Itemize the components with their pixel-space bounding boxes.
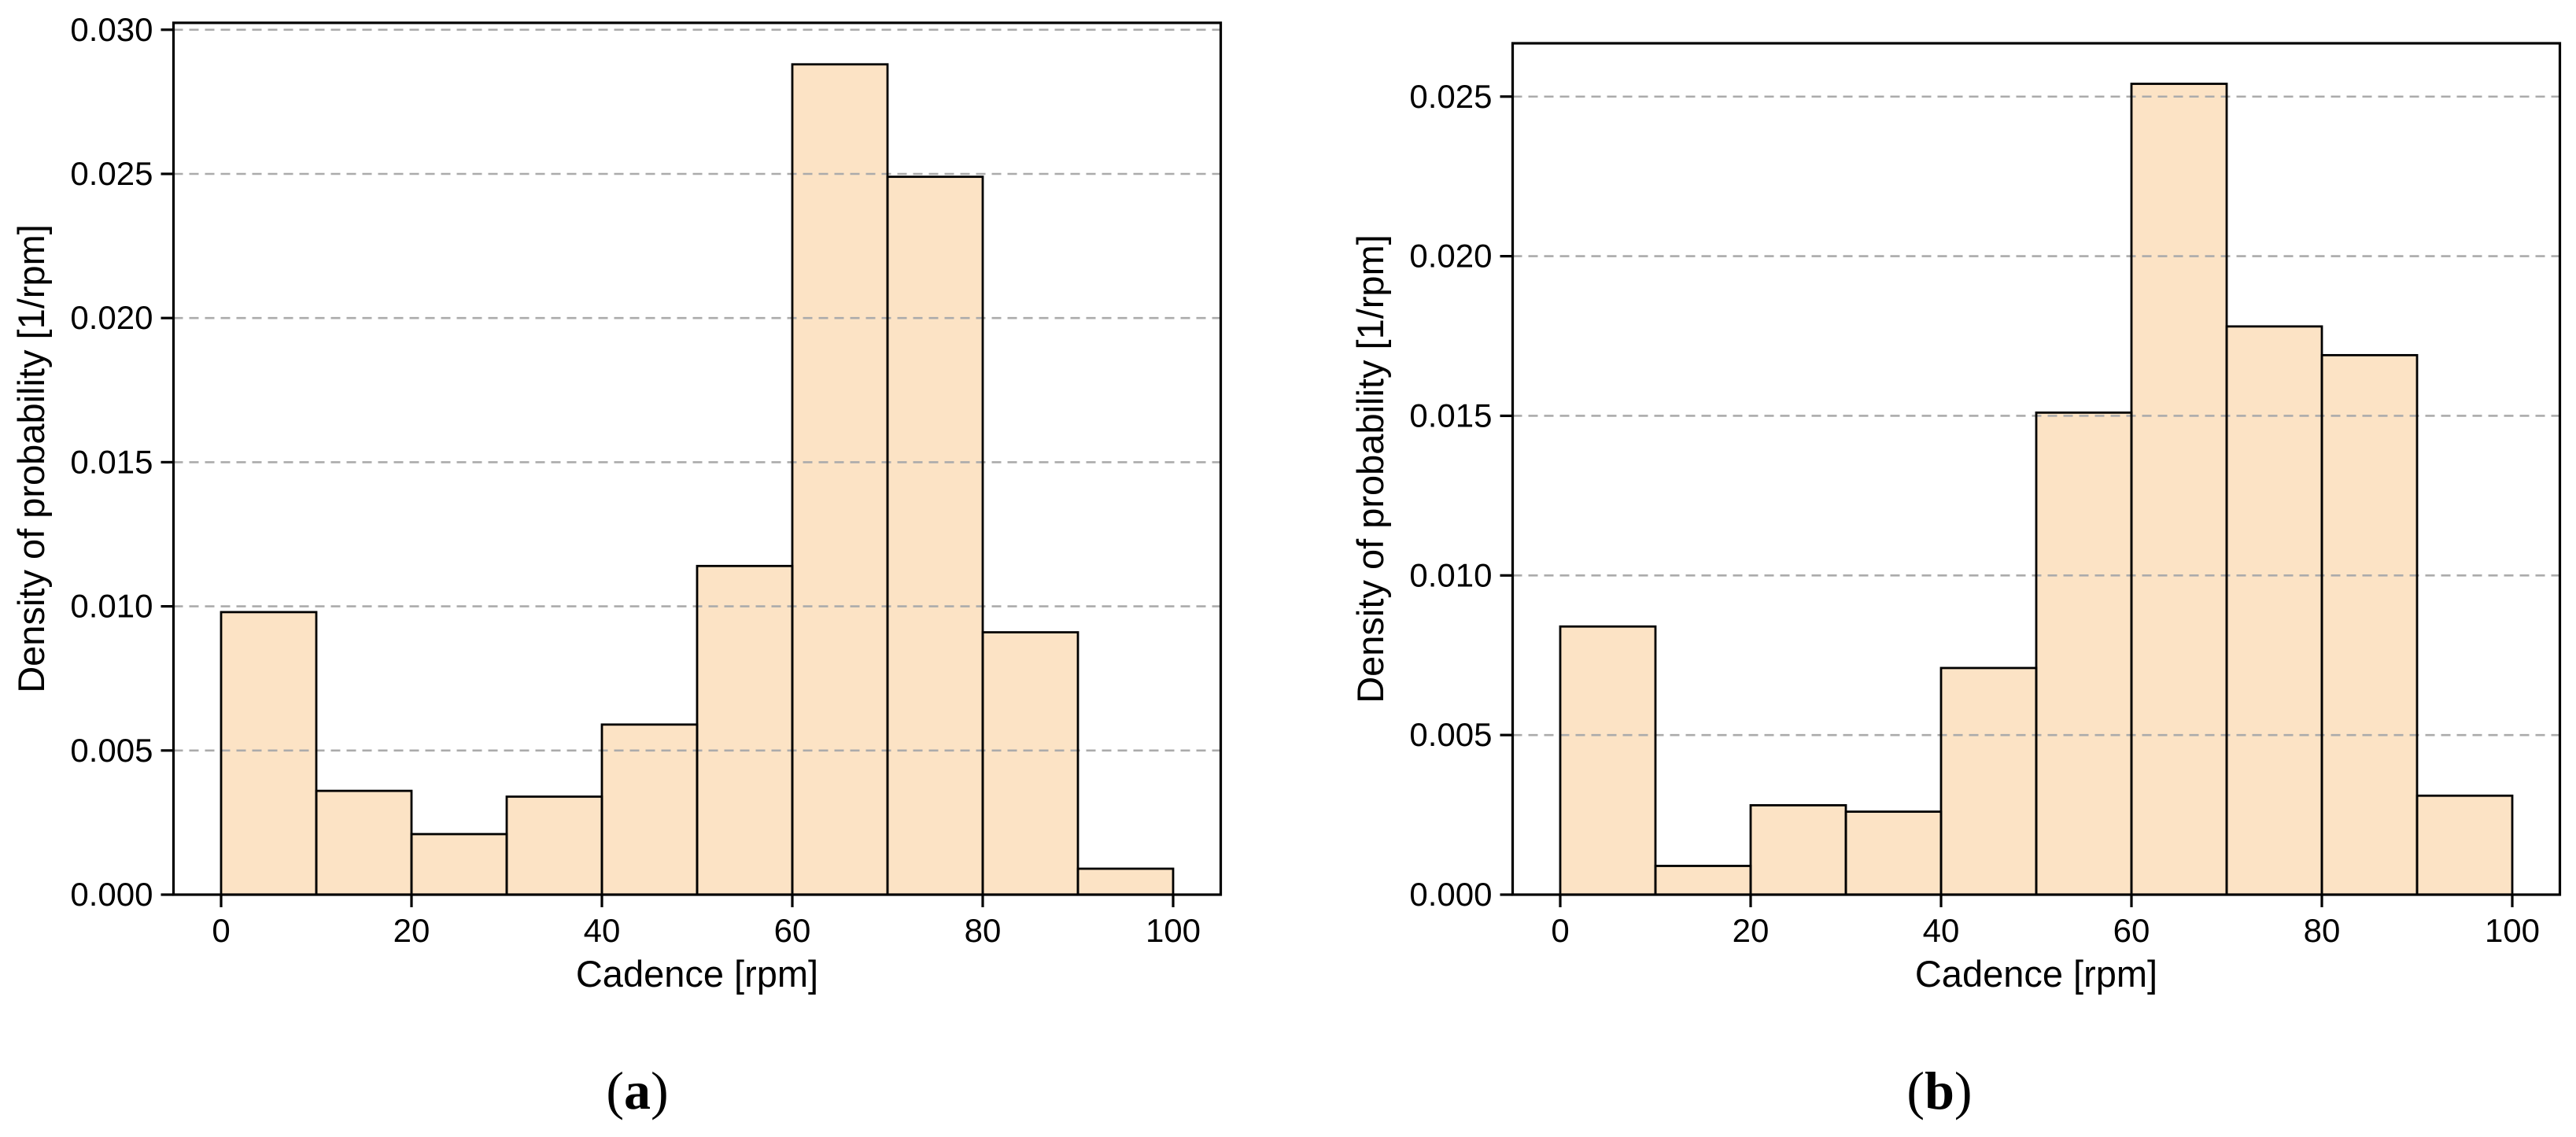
- caption-a-letter: a: [624, 1061, 651, 1120]
- histogram-bar-fill: [2417, 796, 2512, 895]
- panel-a: 0 20 40 60 80 100 0.000 0.005 0.010 0.015 0.020 0.0…: [10, 11, 1223, 995]
- histogram-bar-fill: [221, 611, 316, 895]
- x-tick-label: 100: [1146, 912, 1201, 949]
- histogram-bar-fill: [1941, 667, 2036, 895]
- x-tick-label: 0: [212, 912, 230, 949]
- axes-spines: [1511, 42, 2562, 896]
- y-tick-label: 0.020: [70, 299, 153, 336]
- x-axis-label-b: Cadence [rpm]: [1915, 953, 2157, 995]
- histogram-bar-fill: [411, 834, 507, 895]
- histogram-bar-fill: [983, 632, 1078, 895]
- y-tick-label: 0.000: [1409, 876, 1492, 913]
- x-tick-label: 80: [965, 912, 1002, 949]
- y-tick-label: 0.015: [70, 443, 153, 480]
- y-tick-label: 0.010: [70, 588, 153, 625]
- caption-b: (b): [1782, 1064, 2097, 1117]
- y-axis-label-b: Density of probability [1/rpm]: [1349, 234, 1391, 703]
- x-tick-label: 20: [1733, 912, 1770, 949]
- y-tick-label: 0.000: [70, 876, 153, 913]
- x-tick-label: 100: [2485, 912, 2540, 949]
- histogram-bar-fill: [507, 796, 602, 895]
- plot-area-a: 0 20 40 60 80 100 0.000 0.005 0.010 0.015 0.020 0.0…: [70, 11, 1223, 949]
- caption-a-open-paren: (: [606, 1061, 624, 1120]
- x-tick-label: 40: [1923, 912, 1960, 949]
- histogram-bar-fill: [2131, 83, 2227, 895]
- x-tick-label: 60: [774, 912, 811, 949]
- x-tick-label: 80: [2304, 912, 2341, 949]
- histogram-bar-fill: [697, 566, 792, 895]
- y-tick-label: 0.020: [1409, 238, 1492, 275]
- x-tick-label: 0: [1551, 912, 1569, 949]
- y-tick-label: 0.025: [1409, 78, 1492, 115]
- histogram-bar-fill: [602, 724, 697, 895]
- histogram-bar-fill: [2227, 326, 2322, 895]
- histogram-bar-fill: [1751, 805, 1846, 895]
- panel-b: 0 20 40 60 80 100 0.000 0.005 0.010 0.015 0.020 0.0…: [1349, 42, 2562, 995]
- histogram-bar-fill: [2322, 355, 2417, 895]
- histogram-bar-fill: [888, 176, 983, 895]
- histogram-bar-fill: [316, 791, 411, 895]
- y-tick-label: 0.010: [1409, 556, 1492, 593]
- caption-a: (a): [480, 1064, 795, 1117]
- x-tick-label: 20: [393, 912, 430, 949]
- y-tick-label: 0.030: [70, 11, 153, 48]
- histogram-bar-fill: [1078, 869, 1173, 895]
- histogram-bar-fill: [2036, 412, 2131, 895]
- y-axis-label-a: Density of probability [1/rpm]: [10, 224, 52, 693]
- caption-a-close-paren: ): [651, 1061, 669, 1120]
- x-axis-label-a: Cadence [rpm]: [576, 953, 818, 995]
- histogram-bar-fill: [1560, 626, 1655, 895]
- histogram-bar-fill: [1655, 866, 1751, 895]
- plot-area-b: 0 20 40 60 80 100 0.000 0.005 0.010 0.015 0.020 0.0…: [1409, 42, 2562, 949]
- y-tick-label: 0.025: [70, 155, 153, 192]
- y-tick-label: 0.005: [70, 732, 153, 769]
- y-tick-label: 0.005: [1409, 716, 1492, 753]
- histogram-bar-fill: [1846, 811, 1941, 895]
- histogram-bar-fill: [792, 64, 888, 895]
- axes-spines: [172, 21, 1223, 896]
- caption-b-open-paren: (: [1906, 1061, 1925, 1120]
- y-tick-label: 0.015: [1409, 397, 1492, 434]
- caption-b-letter: b: [1925, 1061, 1954, 1120]
- x-tick-label: 40: [584, 912, 621, 949]
- x-tick-label: 60: [2113, 912, 2150, 949]
- caption-b-close-paren: ): [1954, 1061, 1973, 1120]
